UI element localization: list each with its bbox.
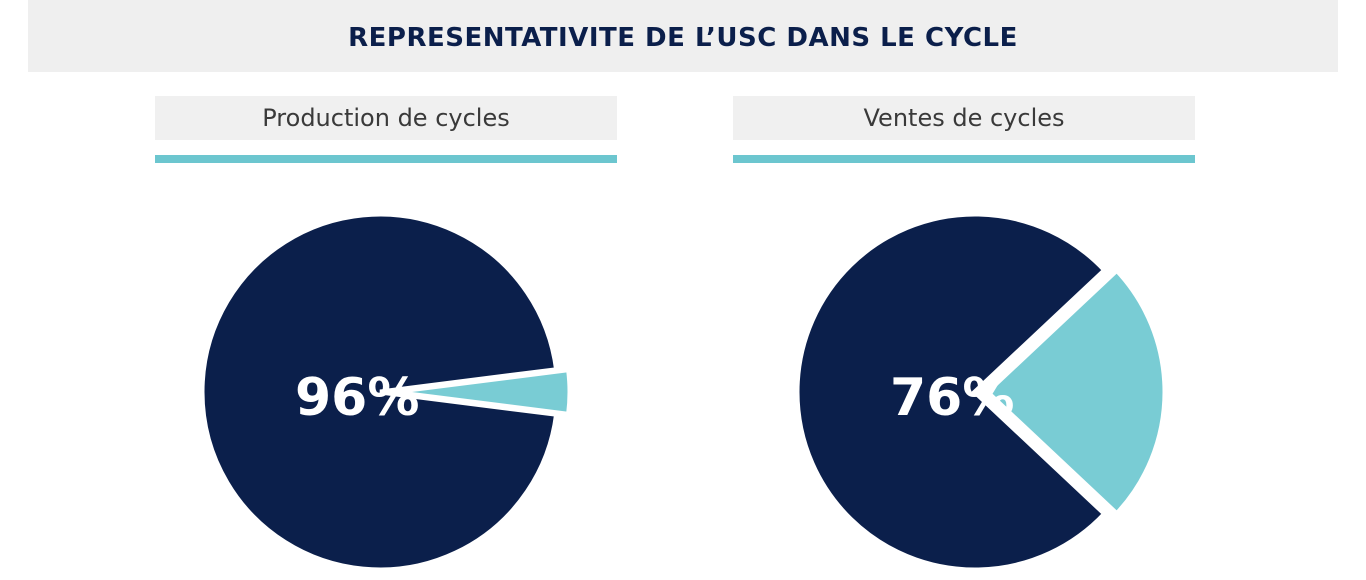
page-title: REPRESENTATIVITE DE L’USC DANS LE CYCLE	[348, 23, 1018, 53]
pie-slice-minor	[983, 266, 1168, 518]
title-bar: REPRESENTATIVITE DE L’USC DANS LE CYCLE	[28, 0, 1338, 72]
pie-percentage-label: 96%	[295, 368, 419, 428]
panel-underline-production	[155, 155, 617, 163]
pie-chart-ventes: 76%	[794, 211, 1168, 573]
panel-header-production: Production de cycles	[155, 96, 617, 140]
panel-title-ventes: Ventes de cycles	[863, 104, 1065, 132]
panel-title-production: Production de cycles	[262, 104, 510, 132]
panel-header-ventes: Ventes de cycles	[733, 96, 1195, 140]
pie-slice-major	[794, 211, 1109, 573]
pie-slice-major	[199, 211, 560, 573]
pie-slice-minor	[391, 366, 573, 418]
pie-chart-production: 96%	[199, 211, 573, 573]
pie-percentage-label: 76%	[890, 368, 1014, 428]
panel-underline-ventes	[733, 155, 1195, 163]
